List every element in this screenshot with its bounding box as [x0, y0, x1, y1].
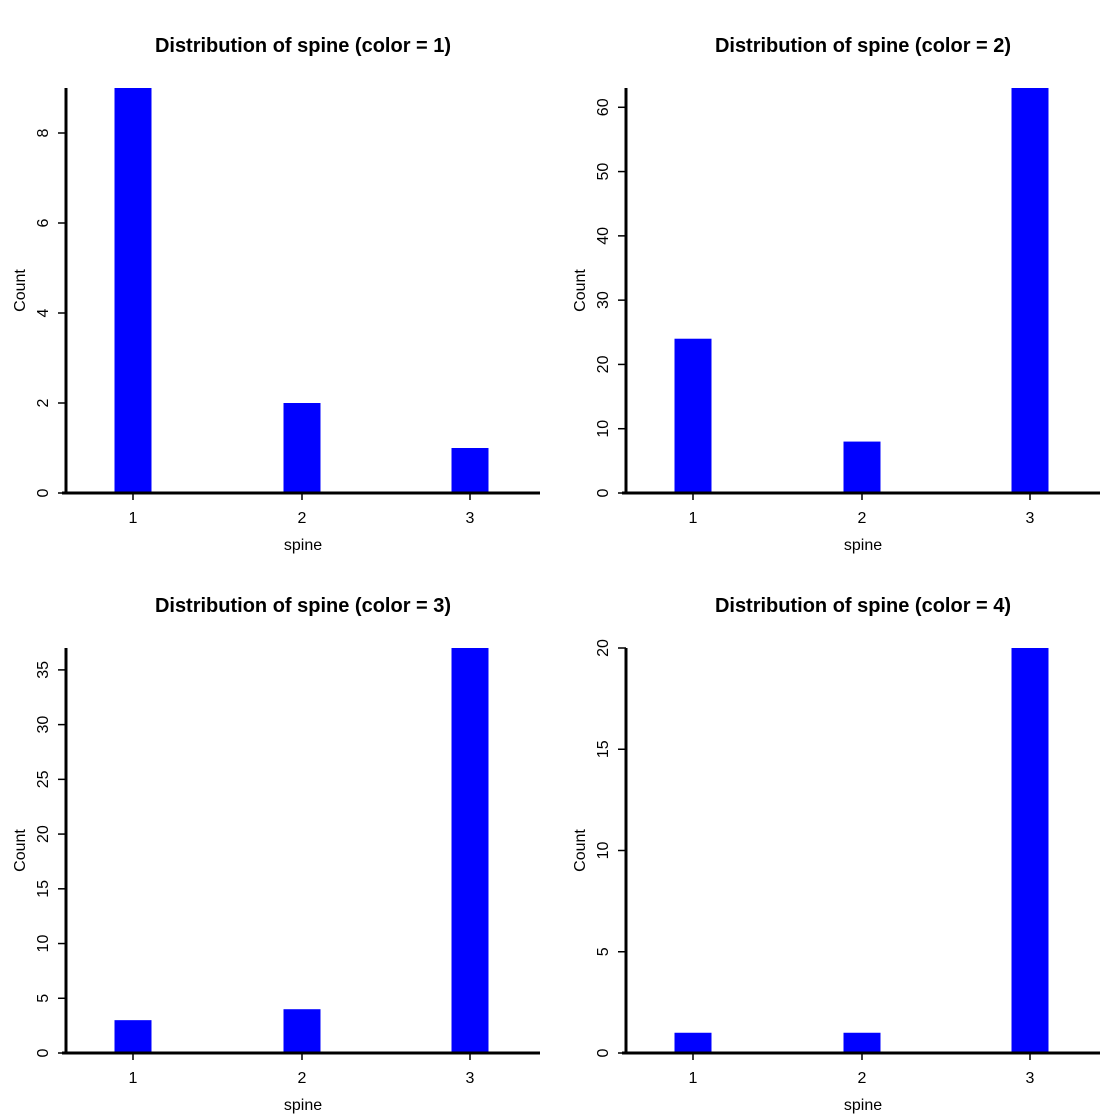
y-tick-label: 10: [35, 935, 52, 953]
bar-spine-2: [283, 1009, 321, 1053]
y-tick-label: 8: [35, 128, 52, 137]
y-tick-label: 30: [595, 291, 612, 309]
y-tick-label: 15: [35, 880, 52, 898]
y-tick-label: 50: [595, 163, 612, 181]
y-tick-label: 60: [595, 98, 612, 116]
x-tick-label: 2: [298, 510, 307, 527]
y-tick-label: 0: [35, 488, 52, 497]
y-tick-label: 5: [35, 994, 52, 1003]
x-axis-label: spine: [284, 537, 322, 554]
x-tick-label: 2: [858, 1070, 867, 1087]
x-tick-label: 3: [466, 510, 475, 527]
bar-spine-3: [451, 648, 489, 1053]
x-axis-label: spine: [844, 537, 882, 554]
bar-spine-3: [1011, 88, 1049, 493]
bar-spine-2: [843, 441, 881, 493]
y-tick-label: 30: [35, 716, 52, 734]
y-axis-label: Count: [572, 829, 589, 872]
y-tick-label: 2: [35, 398, 52, 407]
y-tick-label: 5: [595, 947, 612, 956]
y-tick-label: 20: [595, 355, 612, 373]
chart-panel-2: Distribution of spine (color = 2)1 2 30102…: [572, 35, 1100, 554]
y-tick-label: 40: [595, 227, 612, 245]
chart-panel-1: Distribution of spine (color = 1) 1 2 3 0 2 4 6…: [12, 35, 540, 554]
y-tick-label: 10: [595, 420, 612, 438]
y-tick-label: 6: [35, 218, 52, 227]
chart-title: Distribution of spine (color = 2): [715, 35, 1011, 57]
y-tick-label: 20: [595, 639, 612, 657]
y-tick-label: 0: [35, 1048, 52, 1057]
y-tick-label: 35: [35, 661, 52, 679]
x-tick-label: 1: [129, 1070, 138, 1087]
bar-spine-3: [1011, 648, 1049, 1053]
chart-panel-3: Distribution of spine (color = 3)1 2 30510…: [12, 595, 540, 1114]
bar-spine-2: [283, 403, 321, 493]
y-axis-label: Count: [572, 269, 589, 312]
y-tick-label: 15: [595, 740, 612, 758]
chart-title: Distribution of spine (color = 4): [715, 595, 1011, 617]
x-tick-label: 2: [858, 510, 867, 527]
chart-title: Distribution of spine (color = 1): [155, 35, 451, 57]
x-tick-label: 3: [466, 1070, 475, 1087]
y-tick-label: 4: [35, 308, 52, 317]
bar-spine-1: [114, 1020, 152, 1053]
bar-spine-1: [674, 1032, 712, 1053]
y-axis-label: Count: [12, 269, 29, 312]
x-tick-label: 1: [689, 510, 698, 527]
x-tick-label: 1: [129, 510, 138, 527]
x-axis-label: spine: [844, 1097, 882, 1114]
y-tick-label: 0: [595, 488, 612, 497]
y-tick-label: 10: [595, 842, 612, 860]
x-tick-label: 3: [1026, 510, 1035, 527]
chart-title: Distribution of spine (color = 3): [155, 595, 451, 617]
chart-panel-4: Distribution of spine (color = 4) 1 2 3 0 5 10…: [572, 595, 1100, 1114]
x-tick-label: 1: [689, 1070, 698, 1087]
x-tick-label: 2: [298, 1070, 307, 1087]
bar-spine-2: [843, 1032, 881, 1053]
x-axis-label: spine: [284, 1097, 322, 1114]
bar-spine-1: [114, 88, 152, 493]
y-axis-label: Count: [12, 829, 29, 872]
bar-spine-1: [674, 338, 712, 493]
y-tick-label: 20: [35, 825, 52, 843]
bar-spine-3: [451, 448, 489, 493]
x-tick-label: 3: [1026, 1070, 1035, 1087]
y-tick-label: 0: [595, 1048, 612, 1057]
y-tick-label: 25: [35, 770, 52, 788]
